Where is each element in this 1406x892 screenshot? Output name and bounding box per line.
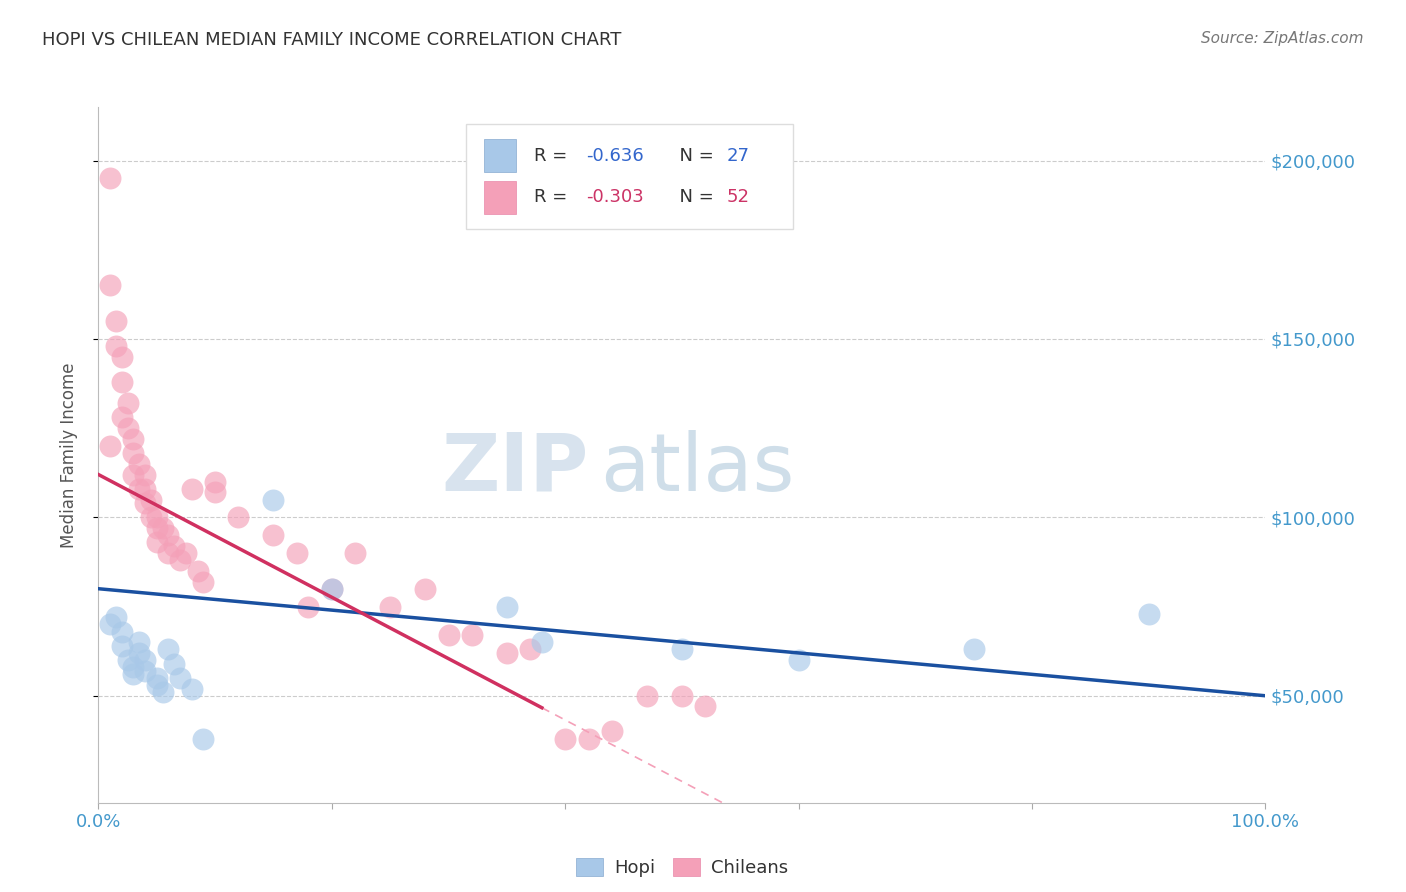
Point: [262, 492, 284, 507]
Point: [169, 671, 191, 685]
Point: [146, 510, 169, 524]
Point: [128, 482, 150, 496]
Point: [134, 496, 156, 510]
Text: Source: ZipAtlas.com: Source: ZipAtlas.com: [1201, 31, 1364, 46]
Point: [297, 599, 319, 614]
Point: [152, 521, 174, 535]
Point: [636, 689, 658, 703]
Text: 52: 52: [727, 188, 749, 206]
Text: N =: N =: [668, 188, 720, 206]
Point: [228, 510, 250, 524]
Point: [152, 685, 174, 699]
Point: [117, 653, 139, 667]
Point: [122, 660, 145, 674]
Bar: [484, 181, 516, 214]
Point: [111, 375, 134, 389]
Point: [695, 699, 717, 714]
Point: [104, 314, 127, 328]
Point: [111, 410, 134, 425]
Point: [204, 485, 226, 500]
Point: [193, 731, 215, 746]
Point: [321, 582, 343, 596]
Point: [174, 546, 197, 560]
Point: [1137, 607, 1160, 621]
Point: [204, 475, 226, 489]
Point: [157, 642, 180, 657]
Point: [128, 457, 150, 471]
Point: [787, 653, 810, 667]
Point: [157, 546, 180, 560]
Point: [578, 731, 600, 746]
Point: [98, 171, 121, 186]
Point: [111, 639, 134, 653]
Point: [134, 467, 156, 482]
Point: [98, 278, 121, 293]
Legend: Hopi, Chileans: Hopi, Chileans: [568, 850, 796, 884]
Text: ZIP: ZIP: [441, 430, 589, 508]
Point: [98, 617, 121, 632]
Point: [344, 546, 367, 560]
Point: [146, 678, 169, 692]
Point: [600, 724, 623, 739]
Point: [163, 539, 186, 553]
Point: [111, 624, 134, 639]
Point: [554, 731, 576, 746]
Point: [134, 653, 156, 667]
Point: [139, 492, 162, 507]
Text: 27: 27: [727, 147, 749, 165]
Point: [146, 521, 169, 535]
Point: [146, 535, 169, 549]
Point: [134, 482, 156, 496]
Point: [671, 642, 693, 657]
Text: N =: N =: [668, 147, 720, 165]
Point: [413, 582, 436, 596]
Point: [180, 482, 202, 496]
Point: [187, 564, 209, 578]
Point: [962, 642, 984, 657]
Point: [111, 350, 134, 364]
Point: [122, 667, 145, 681]
Point: [461, 628, 484, 642]
Point: [98, 439, 121, 453]
Point: [157, 528, 180, 542]
Point: [122, 432, 145, 446]
Text: R =: R =: [534, 147, 572, 165]
Point: [139, 510, 162, 524]
Bar: [484, 139, 516, 172]
Point: [671, 689, 693, 703]
Point: [378, 599, 402, 614]
Point: [262, 528, 284, 542]
Point: [128, 635, 150, 649]
FancyBboxPatch shape: [465, 124, 793, 229]
Point: [122, 467, 145, 482]
Point: [104, 339, 127, 353]
Text: HOPI VS CHILEAN MEDIAN FAMILY INCOME CORRELATION CHART: HOPI VS CHILEAN MEDIAN FAMILY INCOME COR…: [42, 31, 621, 49]
Point: [122, 446, 145, 460]
Point: [163, 657, 186, 671]
Point: [285, 546, 308, 560]
Y-axis label: Median Family Income: Median Family Income: [59, 362, 77, 548]
Point: [104, 610, 127, 624]
Point: [146, 671, 169, 685]
Point: [519, 642, 541, 657]
Point: [530, 635, 553, 649]
Point: [321, 582, 343, 596]
Text: atlas: atlas: [600, 430, 794, 508]
Point: [495, 599, 517, 614]
Text: R =: R =: [534, 188, 572, 206]
Point: [437, 628, 460, 642]
Text: -0.636: -0.636: [586, 147, 644, 165]
Point: [117, 421, 139, 435]
Point: [134, 664, 156, 678]
Point: [495, 646, 517, 660]
Point: [180, 681, 202, 696]
Point: [193, 574, 215, 589]
Point: [169, 553, 191, 567]
Point: [128, 646, 150, 660]
Point: [117, 396, 139, 410]
Text: -0.303: -0.303: [586, 188, 644, 206]
